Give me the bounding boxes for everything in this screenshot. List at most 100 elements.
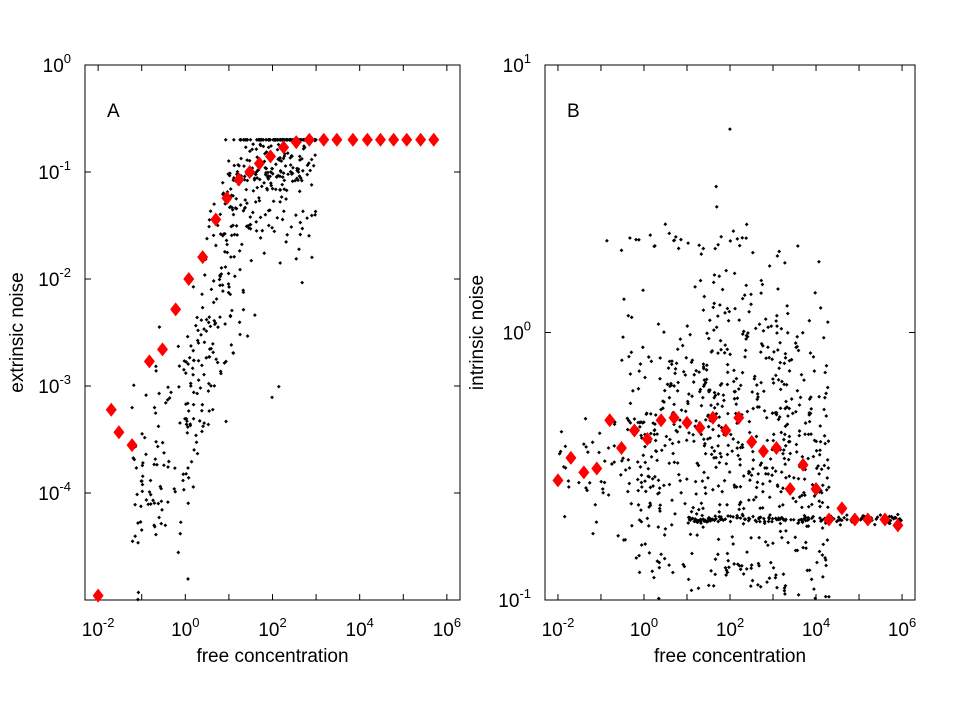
scatter-point	[732, 389, 737, 394]
scatter-point	[223, 201, 228, 206]
scatter-point	[260, 228, 265, 233]
scatter-point	[728, 239, 733, 243]
scatter-point	[262, 251, 267, 256]
scatter-point	[199, 408, 204, 413]
scatter-point	[609, 462, 614, 466]
scatter-point	[667, 563, 672, 568]
scatter-point	[774, 573, 778, 577]
scatter-point	[694, 512, 699, 516]
scatter-point	[703, 441, 707, 446]
scatter-point	[825, 457, 830, 462]
scatter-point	[724, 461, 729, 466]
scatter-point	[646, 466, 651, 471]
scatter-point	[297, 189, 302, 194]
scatter-point	[712, 301, 717, 306]
scatter-point	[738, 516, 743, 521]
scatter-point	[311, 163, 316, 168]
scatter-point	[238, 203, 243, 207]
scatter-point	[213, 321, 218, 325]
mean-point	[552, 473, 564, 488]
scatter-point	[657, 560, 662, 565]
scatter-point	[232, 163, 237, 168]
scatter-point	[760, 482, 765, 486]
scatter-point	[744, 283, 749, 288]
scatter-point	[263, 212, 268, 217]
scatter-point	[182, 359, 187, 363]
scatter-point	[797, 429, 802, 433]
scatter-point	[820, 553, 825, 557]
scatter-point	[194, 440, 199, 445]
scatter-point	[817, 471, 822, 476]
scatter-point	[294, 256, 299, 261]
scatter-point	[681, 369, 686, 374]
scatter-point	[747, 419, 752, 424]
scatter-point	[710, 348, 715, 353]
mean-point	[183, 272, 195, 286]
scatter-point	[270, 395, 274, 400]
scatter-point	[765, 438, 770, 443]
scatter-point	[730, 535, 735, 539]
mean-point	[233, 172, 245, 187]
scatter-point	[707, 318, 712, 323]
scatter-point	[793, 548, 798, 553]
scatter-point	[725, 306, 730, 311]
scatter-point	[752, 376, 757, 381]
scatter-point	[825, 320, 830, 325]
scatter-point	[301, 146, 306, 151]
scatter-point	[648, 411, 653, 416]
scatter-point	[160, 440, 165, 445]
scatter-point	[735, 513, 740, 518]
scatter-point	[585, 488, 590, 493]
scatter-point	[159, 521, 164, 526]
scatter-point	[761, 516, 766, 521]
scatter-point	[251, 142, 256, 147]
scatter-point	[218, 369, 223, 374]
scatter-point	[676, 380, 680, 385]
scatter-point	[714, 411, 719, 416]
scatter-point	[637, 570, 642, 575]
scatter-point	[824, 391, 828, 396]
scatter-point	[245, 137, 250, 142]
scatter-point	[676, 472, 681, 477]
scatter-point	[735, 237, 740, 241]
scatter-point	[188, 381, 193, 386]
scatter-point	[211, 300, 216, 305]
scatter-point	[309, 213, 314, 218]
mean-point	[361, 132, 373, 147]
mean-point	[170, 302, 182, 317]
scatter-point	[241, 137, 246, 142]
scatter-point	[275, 137, 280, 142]
scatter-point	[786, 540, 791, 545]
scatter-point	[210, 341, 215, 346]
scatter-point	[157, 325, 162, 329]
scatter-point	[200, 402, 205, 407]
scatter-point	[764, 415, 769, 420]
scatter-point	[237, 248, 242, 253]
scatter-point	[136, 521, 140, 525]
scatter-point	[298, 232, 303, 237]
scatter-point	[152, 523, 156, 528]
scatter-point	[192, 448, 196, 452]
scatter-point	[744, 337, 749, 341]
scatter-point	[140, 489, 145, 494]
scatter-point	[683, 373, 688, 377]
scatter-point	[683, 409, 688, 414]
scatter-point	[714, 184, 719, 189]
scatter-point	[742, 293, 747, 298]
scatter-point	[195, 391, 200, 396]
scatter-point	[231, 223, 235, 228]
scatter-point	[297, 247, 301, 252]
scatter-point	[768, 479, 772, 484]
scatter-point	[140, 479, 144, 484]
scatter-point	[188, 423, 193, 428]
scatter-point	[815, 560, 819, 565]
scatter-point	[155, 462, 159, 467]
scatter-point	[673, 234, 678, 239]
scatter-point	[779, 489, 783, 494]
scatter-point	[745, 550, 749, 555]
scatter-point	[643, 444, 647, 449]
scatter-point	[202, 372, 206, 377]
scatter-point	[791, 496, 796, 501]
scatter-point	[788, 451, 793, 456]
scatter-point	[738, 567, 743, 572]
